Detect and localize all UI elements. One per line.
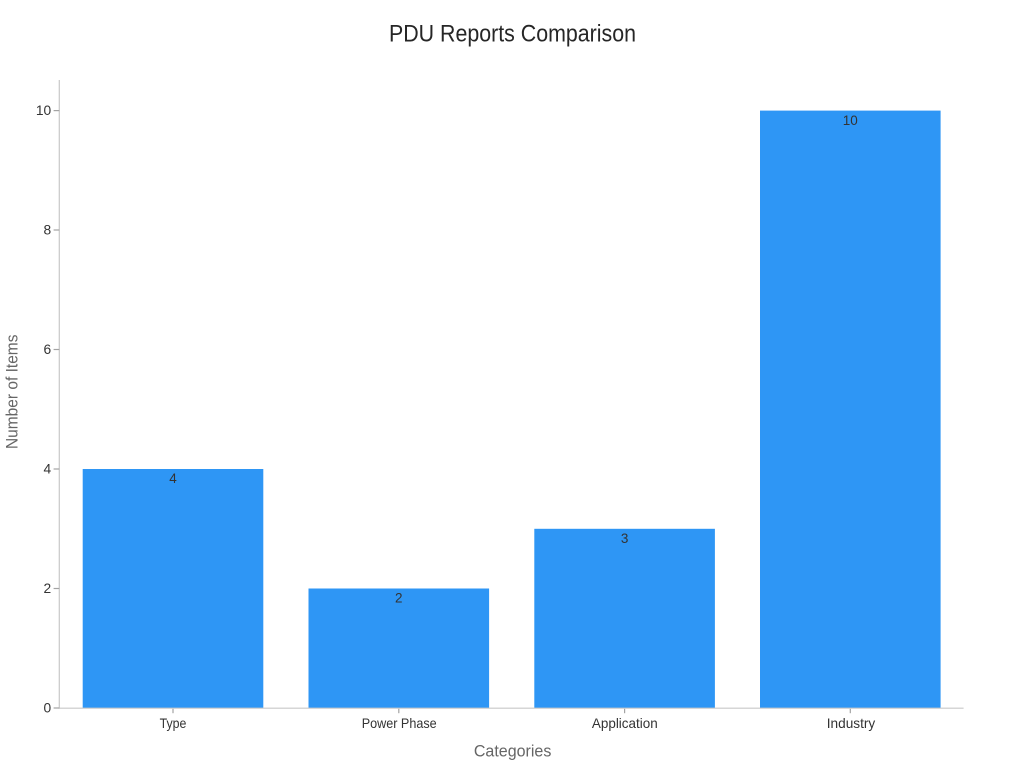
svg-text:Type: Type bbox=[160, 716, 187, 731]
svg-text:0: 0 bbox=[44, 701, 52, 716]
svg-text:6: 6 bbox=[44, 342, 52, 357]
svg-text:3: 3 bbox=[621, 531, 629, 546]
svg-text:PDU Reports Comparison: PDU Reports Comparison bbox=[389, 20, 636, 47]
svg-text:2: 2 bbox=[395, 591, 403, 606]
svg-text:Categories: Categories bbox=[474, 742, 552, 761]
svg-text:4: 4 bbox=[169, 471, 177, 486]
svg-text:Industry: Industry bbox=[827, 716, 876, 731]
svg-text:Number of Items: Number of Items bbox=[3, 335, 22, 450]
svg-text:10: 10 bbox=[843, 113, 858, 128]
svg-text:8: 8 bbox=[44, 223, 52, 238]
svg-text:2: 2 bbox=[44, 581, 52, 596]
svg-text:Power Phase: Power Phase bbox=[362, 716, 437, 731]
svg-text:4: 4 bbox=[44, 462, 52, 477]
svg-text:Application: Application bbox=[592, 716, 658, 731]
svg-text:10: 10 bbox=[36, 103, 52, 118]
